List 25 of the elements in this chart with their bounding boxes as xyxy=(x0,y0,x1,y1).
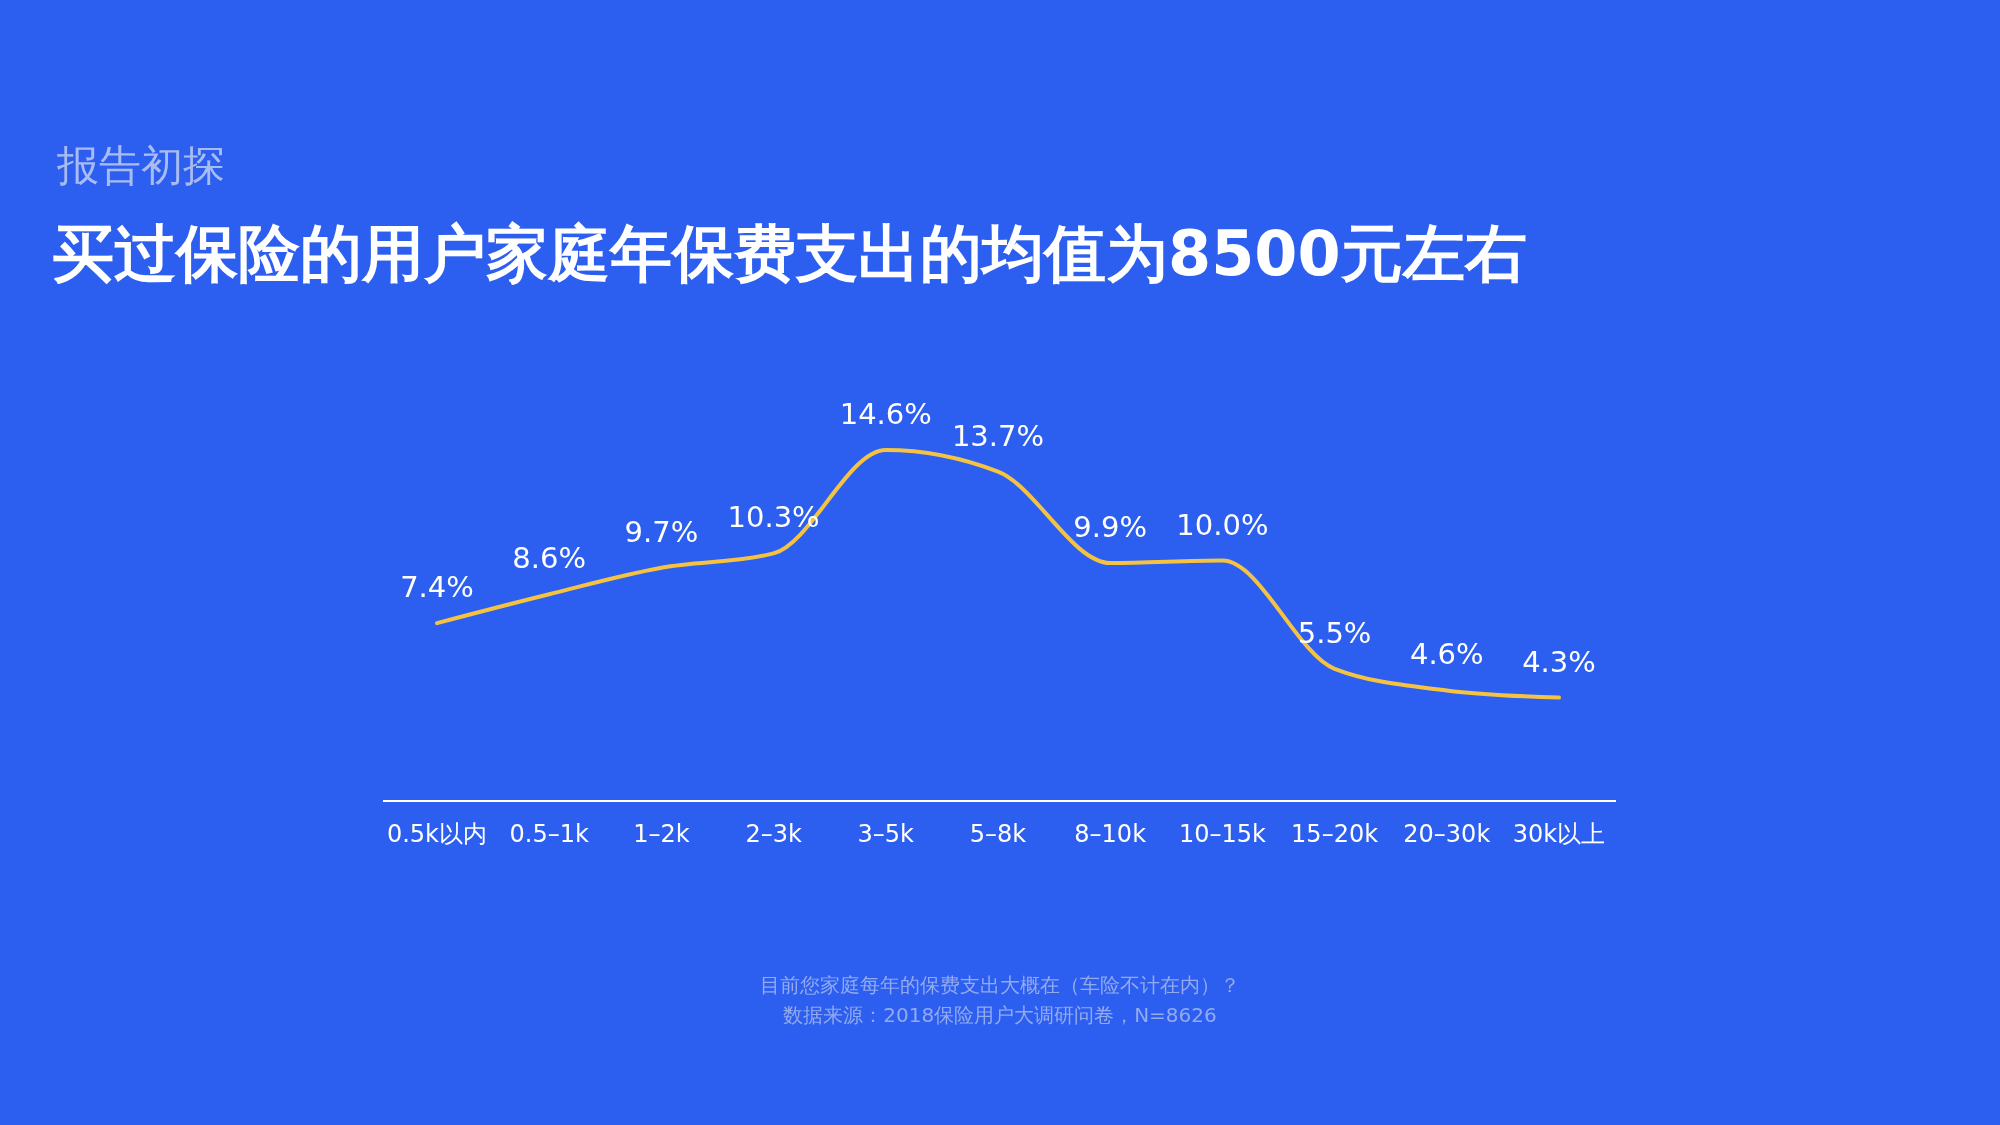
x-tick-label: 30k以上 xyxy=(1512,820,1606,848)
data-label: 8.6% xyxy=(512,541,587,576)
data-label: 9.7% xyxy=(624,514,699,549)
data-label: 9.9% xyxy=(1073,509,1148,544)
x-tick-label: 2–3k xyxy=(745,820,802,848)
data-label: 7.4% xyxy=(400,570,474,605)
chart-subtitle: 报告初探 xyxy=(56,141,225,190)
text: 目前您家庭每年的保费支出大概在（车险不计在内）？ xyxy=(760,973,1240,997)
data-label: 4.3% xyxy=(1522,644,1596,679)
x-tick-label: 0.5k以内 xyxy=(386,820,488,848)
x-tick-label: 5–8k xyxy=(969,820,1027,848)
data-label: 5.5% xyxy=(1297,615,1372,650)
x-tick-label: 20–30k xyxy=(1403,820,1491,848)
x-tick-label: 10–15k xyxy=(1178,820,1266,848)
x-tick-label: 0.5–1k xyxy=(509,820,589,848)
x-tick-label: 15–20k xyxy=(1291,820,1379,848)
data-label: 10.0% xyxy=(1176,507,1269,542)
x-tick-label: 1–2k xyxy=(633,820,690,848)
data-label: 14.6% xyxy=(839,397,932,431)
source-note: 数据来源：2018保险用户大调研问卷，N=8626 xyxy=(783,1003,1217,1027)
data-label: 4.6% xyxy=(1409,637,1484,672)
chart-title: 买过保险的用户家庭年保费支出的均值为8500元左右 xyxy=(52,217,1527,290)
data-label: 13.7% xyxy=(951,418,1045,453)
x-tick-label: 8–10k xyxy=(1074,820,1147,848)
x-tick-label: 3–5k xyxy=(857,820,915,848)
